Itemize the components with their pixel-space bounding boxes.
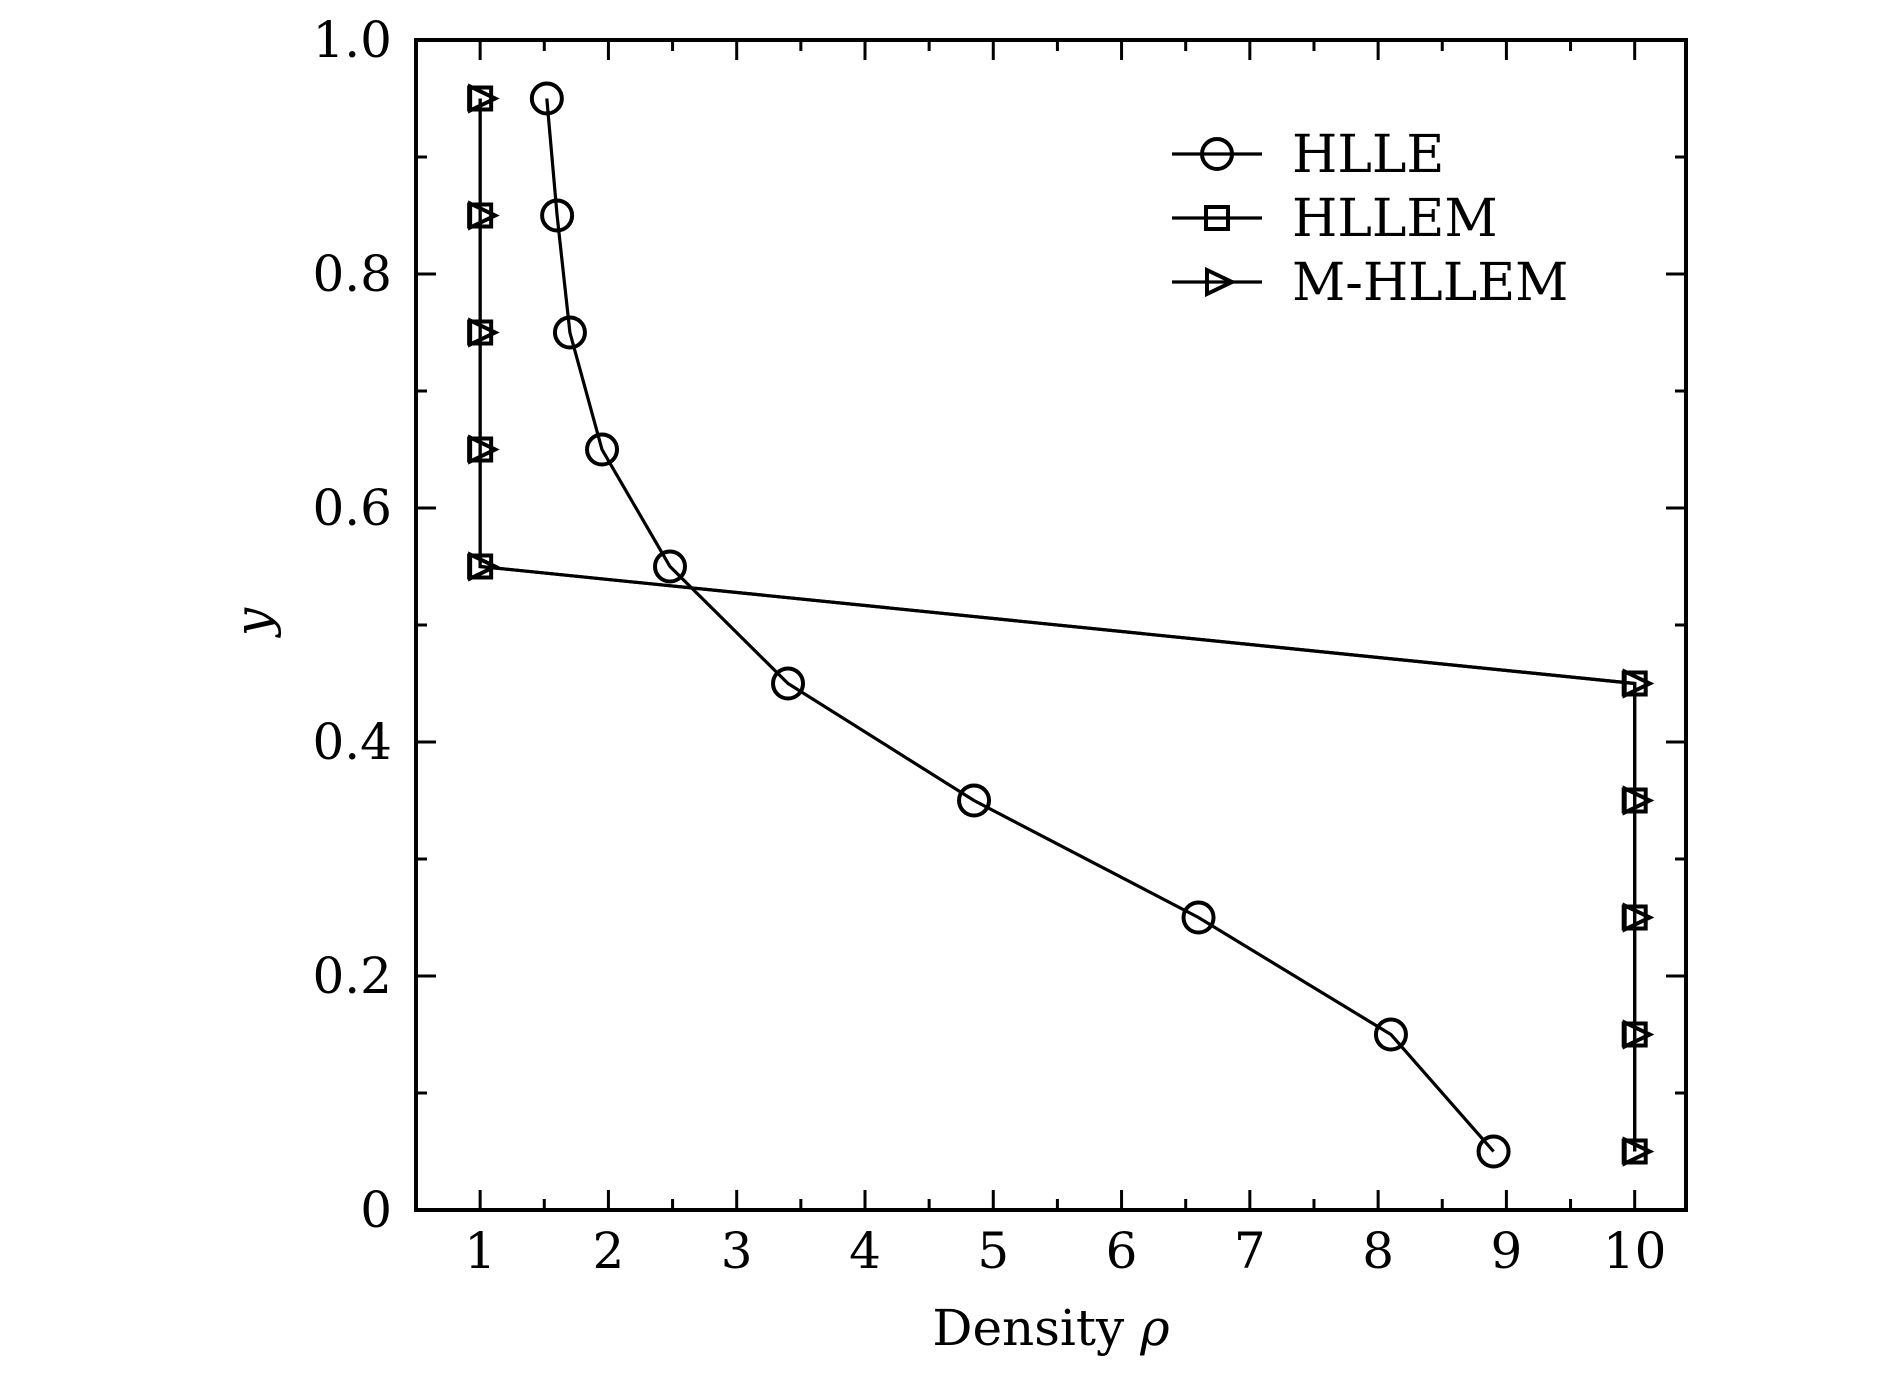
series-m-hllem	[468, 83, 1655, 1167]
x-tick-label: 7	[1234, 1222, 1266, 1280]
data-point	[468, 434, 500, 465]
series-line	[478, 98, 1637, 1152]
data-point	[529, 81, 564, 116]
y-tick-label: 0.8	[312, 245, 392, 303]
data-point	[468, 200, 500, 231]
x-tick-label: 2	[593, 1222, 625, 1280]
data-point	[1373, 1017, 1408, 1052]
series-hlle	[529, 81, 1511, 1169]
data-point	[468, 317, 500, 348]
y-tick-label: 0.4	[312, 713, 392, 771]
data-point	[1622, 785, 1655, 816]
x-axis-label-main: Density	[932, 1299, 1125, 1357]
x-axis-label: Density ρ	[932, 1299, 1170, 1357]
series-line	[545, 98, 1495, 1153]
x-tick-label: 1	[464, 1222, 496, 1280]
data-point	[1622, 668, 1655, 699]
tick-layer: 1 2 3 4 5 6 7 8 9 10 0 0.2 0.4 0.6 0.8 1.0	[312, 11, 1686, 1280]
data-point	[957, 783, 992, 818]
x-tick-label: 3	[721, 1222, 753, 1280]
data-point	[771, 666, 806, 701]
data-point	[1181, 900, 1216, 935]
x-tick-label: 6	[1106, 1222, 1138, 1280]
y-tick-label: 0	[360, 1181, 392, 1239]
legend-item: HLLE	[1172, 125, 1444, 185]
x-tick-label: 5	[977, 1222, 1009, 1280]
data-point	[585, 432, 620, 467]
legend-marker-triangle-right	[1205, 266, 1237, 298]
data-layer	[467, 81, 1655, 1169]
data-point	[1622, 902, 1655, 933]
x-tick-label: 4	[849, 1222, 881, 1280]
x-tick-label: 10	[1603, 1222, 1667, 1280]
data-point	[552, 315, 587, 350]
legend-marker-square	[1204, 205, 1230, 231]
data-point	[1476, 1134, 1511, 1169]
data-point	[540, 198, 575, 233]
data-point	[468, 551, 500, 582]
legend-label: M-HLLEM	[1292, 253, 1568, 313]
data-point	[1622, 1136, 1655, 1167]
legend-marker-circle	[1200, 137, 1234, 171]
y-tick-label: 0.6	[312, 479, 392, 537]
y-axis-label: y	[224, 607, 282, 638]
x-tick-label: 9	[1490, 1222, 1522, 1280]
data-point	[468, 83, 500, 114]
legend-label: HLLE	[1292, 125, 1444, 185]
x-axis-label-symbol: ρ	[1139, 1299, 1170, 1357]
legend-label: HLLEM	[1292, 189, 1498, 249]
legend-item: M-HLLEM	[1172, 253, 1568, 313]
y-tick-label: 1.0	[312, 11, 392, 69]
x-tick-label: 8	[1362, 1222, 1394, 1280]
y-tick-label: 0.2	[312, 947, 392, 1005]
data-point	[1622, 1019, 1655, 1050]
data-point	[653, 549, 687, 584]
legend-item: HLLEM	[1172, 189, 1498, 249]
